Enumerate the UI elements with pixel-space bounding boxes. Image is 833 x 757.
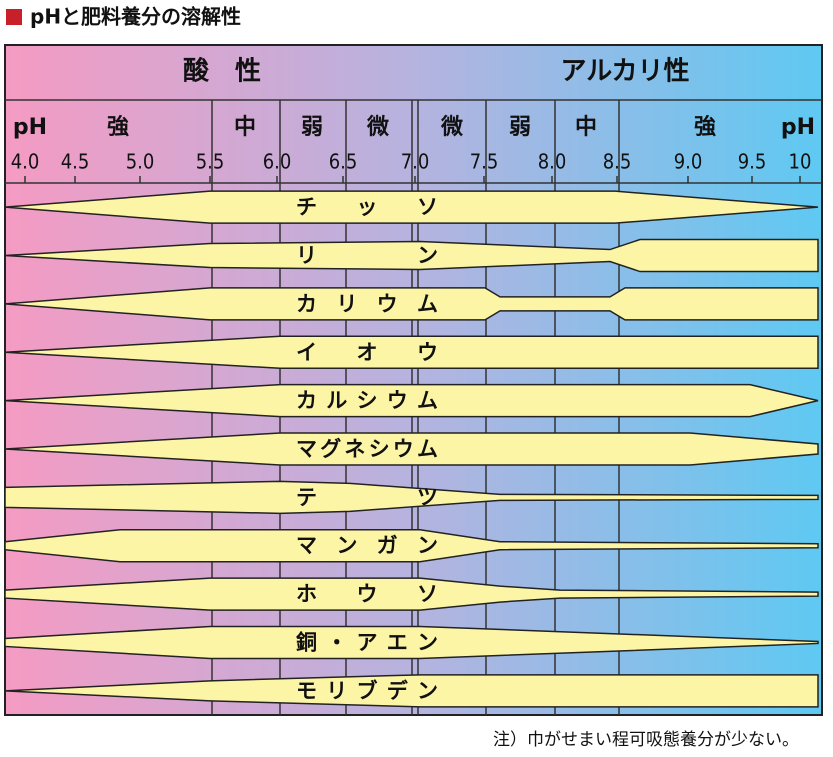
ph-tick-label: 7.5 — [470, 150, 499, 174]
ph-tick-label: 9.0 — [674, 150, 703, 174]
nutrient-band — [4, 190, 819, 224]
chart-area — [4, 44, 823, 716]
title-marker — [6, 9, 22, 25]
strength-label: pH — [13, 115, 47, 140]
ph-tick-label: 8.0 — [538, 150, 567, 174]
nutrient-band — [4, 674, 819, 708]
strength-label: 弱 — [509, 115, 531, 140]
ph-tick-label: 5.5 — [196, 150, 225, 174]
strength-label: 中 — [234, 115, 256, 140]
alkali-label: アルカリ性 — [561, 57, 690, 87]
nutrient-band — [4, 335, 819, 370]
nutrient-band — [4, 383, 819, 418]
acid-label: 酸 性 — [183, 57, 261, 87]
ph-tick-label: 7.0 — [401, 150, 430, 174]
strength-label: 微 — [440, 114, 463, 140]
strength-label: 微 — [366, 114, 389, 140]
ph-tick-label: 4.0 — [11, 150, 40, 174]
strength-label: 中 — [575, 115, 597, 140]
strength-label: 弱 — [301, 115, 323, 140]
nutrient-band — [4, 432, 819, 466]
nutrient-band — [4, 480, 819, 515]
strength-label: 強 — [694, 114, 716, 140]
nutrient-band — [4, 577, 819, 611]
title: pHと肥料養分の溶解性 — [30, 5, 241, 29]
nutrient-band — [4, 287, 819, 321]
strength-label: pH — [781, 115, 815, 140]
ph-tick-label: 9.5 — [738, 150, 767, 174]
note: 注）巾がせまい程可吸態養分が少ない。 — [493, 730, 799, 750]
ph-tick-label: 6.5 — [329, 150, 358, 174]
nutrient-band — [4, 238, 819, 273]
ph-tick-label: 4.5 — [61, 150, 90, 174]
nutrient-band — [4, 625, 819, 660]
ph-tick-label: 5.0 — [126, 150, 155, 174]
strength-label: 強 — [107, 114, 129, 140]
ph-tick-label: 8.5 — [603, 150, 632, 174]
ph-tick-label: 6.0 — [263, 150, 292, 174]
ph-tick-label: 10 — [789, 150, 812, 174]
nutrient-band — [4, 528, 819, 563]
